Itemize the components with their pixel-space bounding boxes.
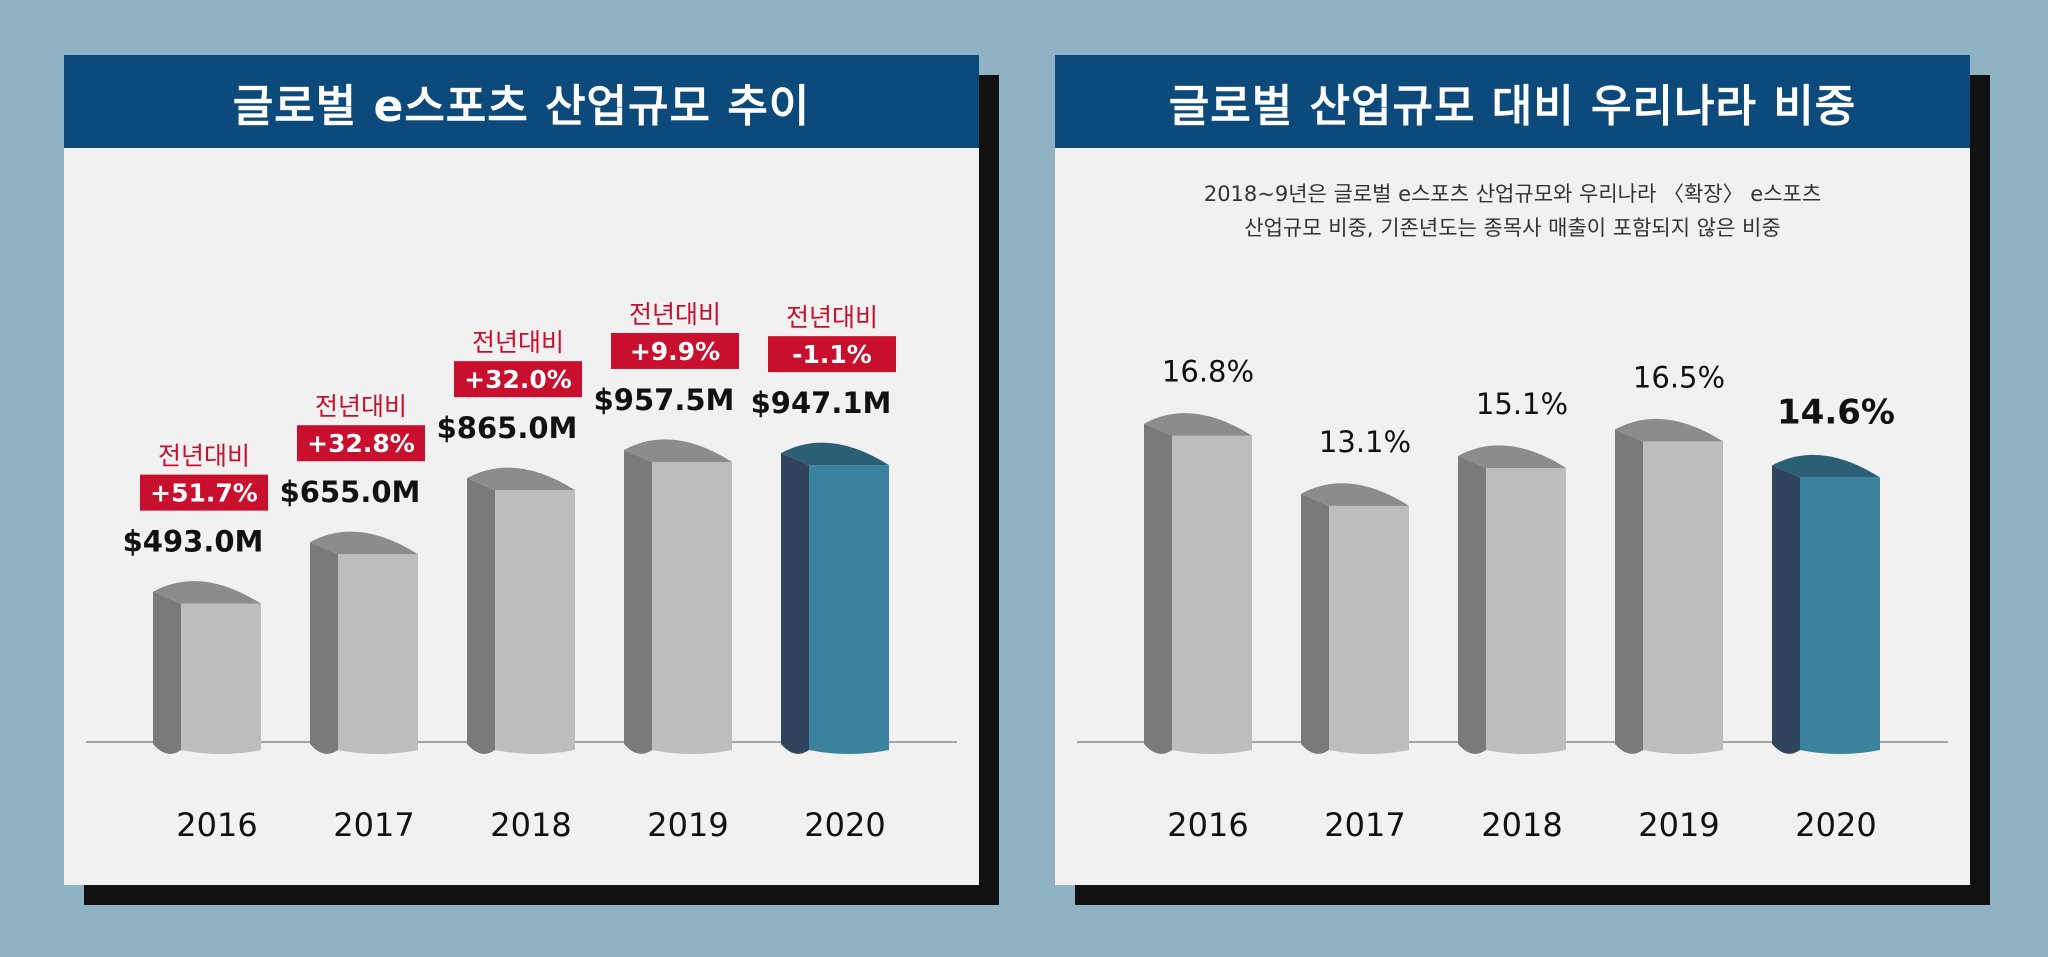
bar-side-face xyxy=(1615,429,1643,754)
bar-side-face xyxy=(153,591,181,754)
bar-front-face xyxy=(1800,477,1880,754)
panel-card: 글로벌 산업규모 대비 우리나라 비중 2018~9년은 글로벌 e스포츠 산업… xyxy=(1055,55,1970,885)
x-tick-label: 2018 xyxy=(490,806,571,844)
bar-front-face xyxy=(181,603,261,754)
bar-side-face xyxy=(310,542,338,754)
bar-side-face xyxy=(467,478,495,754)
change-caption: 전년대비 xyxy=(315,392,407,421)
right-bar-chart: 2016 16.8% 2017 13.1% 2018 15.1% 2019 16.5% 2020… xyxy=(1077,355,1948,844)
bar-1 xyxy=(310,531,418,754)
left-bar-chart: 2016 $493.0M +51.7% 전년대비 2017 $655.0M +32.8% 전년… xyxy=(86,300,957,844)
left-chart-title: 글로벌 e스포츠 산업규모 추이 xyxy=(64,55,979,148)
change-badge xyxy=(454,361,582,398)
change-badge-label: +9.9% xyxy=(630,337,720,366)
x-tick-label: 2018 xyxy=(1481,806,1562,844)
change-badge-label: +51.7% xyxy=(150,479,258,508)
bar-front-face xyxy=(1172,435,1252,754)
bar-2 xyxy=(1458,445,1566,754)
bar-0 xyxy=(153,581,261,754)
bar-front-face xyxy=(1329,505,1409,754)
x-tick-label: 2020 xyxy=(1795,806,1876,844)
bar-front-face xyxy=(809,465,889,754)
bar-side-face xyxy=(624,449,652,754)
bar-4 xyxy=(1772,454,1880,754)
bar-3 xyxy=(624,439,732,754)
bar-top-face xyxy=(1458,445,1566,468)
change-badge-label: -1.1% xyxy=(792,340,872,369)
data-label: $493.0M xyxy=(123,525,264,559)
chart-note-line-1: 2018~9년은 글로벌 e스포츠 산업규모와 우리나라 〈확장〉 e스포츠 xyxy=(1203,182,1822,206)
bar-top-face xyxy=(1301,483,1409,506)
panel-card: 글로벌 e스포츠 산업규모 추이 2016 $493.0M +51.7% 전년대비 20… xyxy=(64,55,979,885)
data-label: 14.6% xyxy=(1777,392,1895,432)
bar-3 xyxy=(1615,418,1723,754)
change-badge xyxy=(140,474,268,511)
bar-top-face xyxy=(781,442,889,466)
data-label: $655.0M xyxy=(280,475,421,509)
bar-top-face xyxy=(624,439,732,462)
data-label: $865.0M xyxy=(437,411,578,445)
change-badge-label: +32.0% xyxy=(464,365,572,394)
bar-1 xyxy=(1301,483,1409,754)
data-label: 13.1% xyxy=(1319,425,1411,459)
chart-note: 2018~9년은 글로벌 e스포츠 산업규모와 우리나라 〈확장〉 e스포츠 산… xyxy=(1115,177,1910,245)
x-tick-label: 2017 xyxy=(1324,806,1405,844)
bar-top-face xyxy=(467,467,575,491)
x-tick-label: 2016 xyxy=(1167,806,1248,844)
change-caption: 전년대비 xyxy=(472,328,564,357)
bar-top-face xyxy=(1772,454,1880,478)
bar-top-face xyxy=(310,531,418,555)
data-label: 16.5% xyxy=(1633,360,1725,394)
bar-top-face xyxy=(153,581,261,604)
data-label: 15.1% xyxy=(1476,387,1568,421)
bar-top-face xyxy=(1615,418,1723,442)
bar-front-face xyxy=(1643,441,1723,754)
left-chart-panel: 글로벌 e스포츠 산업규모 추이 2016 $493.0M +51.7% 전년대비 20… xyxy=(64,55,999,905)
change-badge-label: +32.8% xyxy=(307,429,415,458)
change-badge xyxy=(611,332,739,369)
change-badge xyxy=(768,336,896,373)
change-caption: 전년대비 xyxy=(629,300,721,329)
bar-side-face xyxy=(1144,423,1172,754)
bar-side-face xyxy=(1772,465,1800,754)
right-chart-title: 글로벌 산업규모 대비 우리나라 비중 xyxy=(1055,55,1970,148)
bar-2 xyxy=(467,467,575,754)
bar-side-face xyxy=(1458,455,1486,754)
x-tick-label: 2017 xyxy=(333,806,414,844)
bar-side-face xyxy=(1301,493,1329,754)
x-tick-label: 2020 xyxy=(804,806,885,844)
x-tick-label: 2016 xyxy=(176,806,257,844)
data-label: 16.8% xyxy=(1162,355,1254,389)
x-tick-label: 2019 xyxy=(647,806,728,844)
bar-front-face xyxy=(1486,467,1566,754)
right-chart-panel: 글로벌 산업규모 대비 우리나라 비중 2018~9년은 글로벌 e스포츠 산업… xyxy=(1055,55,1990,905)
bar-side-face xyxy=(781,453,809,754)
change-caption: 전년대비 xyxy=(786,303,878,332)
bar-0 xyxy=(1144,413,1252,754)
bar-4 xyxy=(781,442,889,754)
data-label: $947.1M xyxy=(751,386,892,420)
chart-note-line-2: 산업규모 비중, 기존년도는 종목사 매출이 포함되지 않은 비중 xyxy=(1244,216,1781,240)
change-caption: 전년대비 xyxy=(158,442,250,471)
x-tick-label: 2019 xyxy=(1638,806,1719,844)
data-label: $957.5M xyxy=(594,383,735,417)
bar-front-face xyxy=(652,461,732,754)
bar-top-face xyxy=(1144,413,1252,436)
bar-front-face xyxy=(338,554,418,754)
change-badge xyxy=(297,425,425,462)
bar-front-face xyxy=(495,490,575,754)
